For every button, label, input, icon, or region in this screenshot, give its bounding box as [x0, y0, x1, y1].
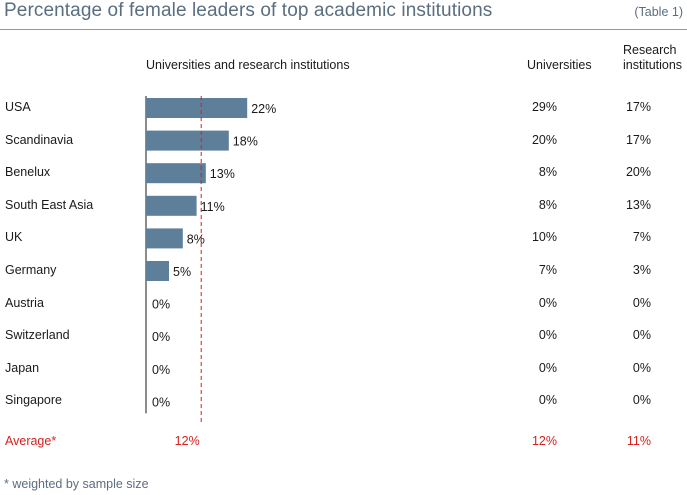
research-value: 7%	[632, 230, 651, 245]
research-value: 0%	[632, 328, 651, 343]
header-universities: Universities	[527, 58, 592, 72]
bar-value-label: 0%	[152, 363, 170, 377]
header-research: Research institutions	[623, 43, 682, 73]
average-label: Average*	[5, 434, 57, 448]
bar-value-label: 22%	[251, 102, 276, 116]
research-value: 0%	[632, 393, 651, 408]
bar-1	[146, 130, 229, 151]
universities-value: 0%	[538, 360, 557, 375]
bar-value-label: 0%	[152, 298, 170, 312]
category-label: Singapore	[5, 393, 62, 408]
universities-value: 10%	[531, 230, 557, 245]
category-label: Switzerland	[5, 328, 70, 343]
header-research-line1: Research	[623, 43, 677, 57]
average-marker: *	[51, 434, 57, 448]
average-universities: 12%	[531, 434, 557, 448]
bar-0	[146, 98, 248, 118]
title-divider	[0, 29, 687, 30]
universities-value: 8%	[538, 197, 557, 212]
universities-value: 29%	[531, 100, 557, 114]
research-value: 13%	[625, 197, 651, 212]
universities-value: 0%	[538, 393, 557, 408]
research-value: 0%	[632, 295, 651, 310]
bar-value-label: 0%	[152, 330, 170, 344]
bar-value-label: 8%	[187, 232, 205, 246]
research-value: 0%	[632, 360, 651, 375]
bar-value-label: 13%	[210, 167, 235, 181]
bar-2	[146, 163, 206, 184]
category-label: Japan	[5, 360, 40, 375]
research-value: 3%	[632, 263, 651, 277]
research-value: 17%	[625, 100, 651, 114]
average-bar-value: 12%	[174, 434, 200, 448]
research-value: 20%	[625, 165, 651, 180]
average-research: 11%	[626, 434, 651, 448]
header-research-line2: institutions	[623, 58, 683, 72]
category-label: USA	[5, 100, 31, 114]
bar-3	[146, 195, 197, 216]
bar-value-label: 5%	[173, 265, 191, 279]
universities-value: 0%	[538, 328, 557, 343]
category-label: South East Asia	[5, 197, 94, 212]
chart-title: Percentage of female leaders of top acad…	[4, 0, 493, 21]
category-label: Benelux	[5, 165, 51, 180]
bar-value-label: 18%	[233, 135, 258, 149]
research-value: 17%	[625, 132, 651, 147]
universities-value: 8%	[538, 165, 557, 180]
category-label: Germany	[5, 263, 57, 277]
category-label: UK	[5, 230, 23, 245]
category-label: Scandinavia	[5, 132, 74, 147]
table-tag: (Table 1)	[634, 5, 683, 19]
bar-value-label: 11%	[201, 200, 225, 214]
bar-4	[146, 228, 183, 249]
bar-value-label: 0%	[152, 395, 170, 409]
category-label: Austria	[5, 295, 44, 310]
universities-value: 7%	[538, 263, 557, 277]
footnote: * weighted by sample size	[4, 477, 149, 491]
header-combined: Universities and research institutions	[146, 58, 350, 72]
bar-5	[146, 261, 169, 281]
universities-value: 20%	[531, 132, 557, 147]
universities-value: 0%	[538, 295, 557, 310]
